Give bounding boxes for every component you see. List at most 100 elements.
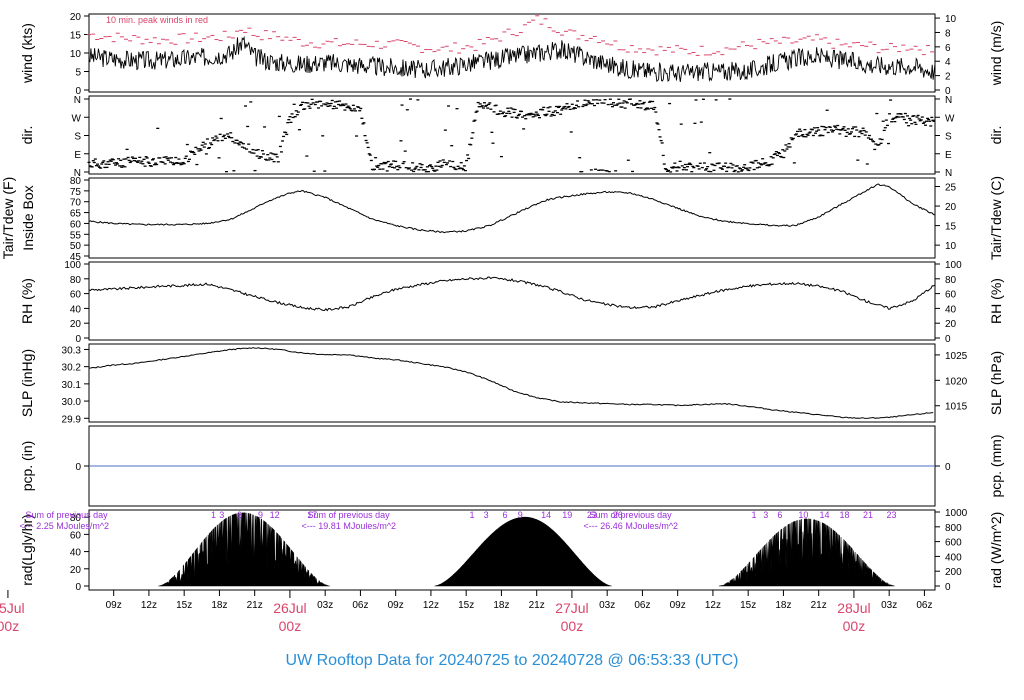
tair-ylabel-left: Tair/Tdew (F): [0, 177, 16, 259]
rh-ltick-label: 100: [64, 260, 81, 271]
rh-line: [88, 276, 936, 312]
panel-wind: wind (kts) wind (m/s) 0 5 10 15 20 0 2 4 6 8 10 10 mi…: [19, 12, 1004, 97]
pcp-ylabel-left: pcp. (in): [19, 441, 35, 492]
x-tick-label: 09z: [106, 600, 122, 611]
panel-pcp: pcp. (in) pcp. (mm) 0 0: [19, 425, 1004, 507]
rad-rtick-label: 200: [945, 567, 962, 578]
panel-slp: SLP (inHg) SLP (hPa) 29.9 30.0 30.1 30.2 30.3 1…: [19, 343, 1004, 425]
rad-rtick-label: 0: [945, 582, 951, 593]
slp-rtick-label: 1020: [945, 376, 968, 387]
rad-ltick-label: 20: [70, 565, 82, 576]
wind-rtick-label: 10: [945, 14, 957, 25]
x-tick-label: 15z: [458, 600, 474, 611]
x-tick-label: 12z: [423, 600, 439, 611]
x-tick-label: 06z: [352, 600, 368, 611]
dir-rtick-label: N: [945, 168, 952, 179]
wind-rtick-label: 6: [945, 43, 951, 54]
tair-ltick-label: 65: [70, 209, 82, 220]
tair-ltick-label: 55: [70, 230, 82, 241]
slp-rtick-label: 1025: [945, 351, 968, 362]
x-tick-label: 15z: [740, 600, 756, 611]
rad-day-3: [718, 518, 895, 587]
tair-ylabel-left2: Inside Box: [20, 185, 36, 250]
panel-rad: rad(Lgly/hr) rad (W/m^2)02040608002004006…: [19, 508, 1004, 593]
rad-sunhour-label: 1: [470, 510, 475, 520]
rh-ltick-label: 0: [75, 334, 81, 345]
wind-ltick-label: 0: [75, 86, 81, 97]
rad-sunhour-label: 6: [502, 510, 507, 520]
x-tick-label: 03z: [881, 600, 897, 611]
rad-ltick-label: 0: [75, 582, 81, 593]
wind-ltick-label: 15: [70, 31, 82, 42]
wind-ltick-label: 10: [70, 49, 82, 60]
x-tick-label: 18z: [493, 600, 509, 611]
rad-frame: [88, 509, 936, 591]
rad-daily-sum-title: Sum of previous day: [308, 510, 391, 520]
rh-rtick-label: 60: [945, 290, 957, 301]
rad-sunhour-label: 6: [237, 510, 242, 520]
rad-sunhour-label: 3: [219, 510, 224, 520]
wind-ylabel-left: wind (kts): [19, 23, 35, 84]
rad-sunhour-label: 17: [307, 510, 317, 520]
tair-ltick-label: 70: [70, 198, 82, 209]
tair-rtick-label: 20: [945, 202, 957, 213]
x-tick-label: 21z: [529, 600, 545, 611]
x-tick-label: 03z: [599, 600, 615, 611]
rh-rtick-label: 20: [945, 319, 957, 330]
rh-ylabel-left: RH (%): [19, 278, 35, 324]
x-date-label: 26Jul: [273, 600, 306, 616]
rad-ltick-label: 40: [70, 548, 82, 559]
rad-day-2: [434, 516, 612, 587]
x-axis: 09z 12z 15z 18z 21z 03z 06z 09z 12z 15z 18z 21z 03z 0…: [0, 590, 932, 634]
wind-ltick-label: 20: [70, 12, 82, 23]
x-tick-label: 21z: [247, 600, 263, 611]
wind-rtick-label: 4: [945, 57, 951, 68]
slp-ltick-label: 29.9: [62, 414, 82, 425]
x-tick-label: 18z: [211, 600, 227, 611]
slp-ltick-label: 30.0: [62, 397, 82, 408]
rad-sunhour-label: 10: [798, 510, 808, 520]
pcp-ylabel-right: pcp. (mm): [988, 435, 1004, 498]
slp-ylabel-left: SLP (inHg): [19, 349, 35, 417]
panel-tair: Tair/Tdew (F) Inside Box Tair/Tdew (C) 4550…: [0, 176, 1004, 263]
rad-ylabel-right: rad (W/m^2): [988, 512, 1004, 589]
panel-rh: RH (%) RH (%) 0 20 40 60 80 100 0 20 40 60 80 100: [19, 260, 1004, 345]
tair-ltick-label: 80: [70, 176, 82, 187]
x-date-time: 00z: [843, 618, 866, 634]
rh-ltick-label: 40: [70, 304, 82, 315]
tair-ltick-label: 75: [70, 187, 82, 198]
rad-daily-sum-value: <--- 2.25 MJoules/m^2: [20, 521, 110, 531]
x-tick-label: 03z: [317, 600, 333, 611]
rad-daily-sum-title: Sum of previous day: [26, 510, 109, 520]
rad-day-1: [158, 512, 330, 587]
x-date-time: 00z: [561, 618, 584, 634]
wind-ylabel-right: wind (m/s): [988, 21, 1004, 87]
x-tick-label: 06z: [634, 600, 650, 611]
rad-sunhour-label: 23: [887, 510, 897, 520]
rh-frame: [88, 261, 936, 341]
wind-rtick-label: 8: [945, 28, 951, 39]
tair-ltick-label: 60: [70, 219, 82, 230]
slp-line: [88, 347, 934, 419]
tair-line: [88, 183, 936, 234]
slp-ylabel-right: SLP (hPa): [988, 351, 1004, 415]
rad-rtick-label: 600: [945, 538, 962, 549]
dir-ylabel-right: dir.: [988, 126, 1004, 145]
x-date-label: 25Jul: [0, 600, 25, 616]
rad-sunhour-label: 23: [587, 510, 597, 520]
tair-ltick-label: 45: [70, 252, 82, 263]
rad-sunhour-label: 19: [562, 510, 572, 520]
dir-rtick-label: S: [945, 132, 952, 143]
rh-ltick-label: 60: [70, 290, 82, 301]
dir-ltick-label: W: [72, 113, 82, 124]
dir-rtick-label: E: [945, 150, 952, 161]
x-tick-label: 12z: [141, 600, 157, 611]
rad-rtick-label: 1000: [945, 508, 968, 519]
dir-ltick-label: N: [74, 95, 81, 106]
rh-rtick-label: 80: [945, 275, 957, 286]
tair-ylabel-right: Tair/Tdew (C): [988, 176, 1004, 260]
dir-ltick-label: S: [74, 132, 81, 143]
